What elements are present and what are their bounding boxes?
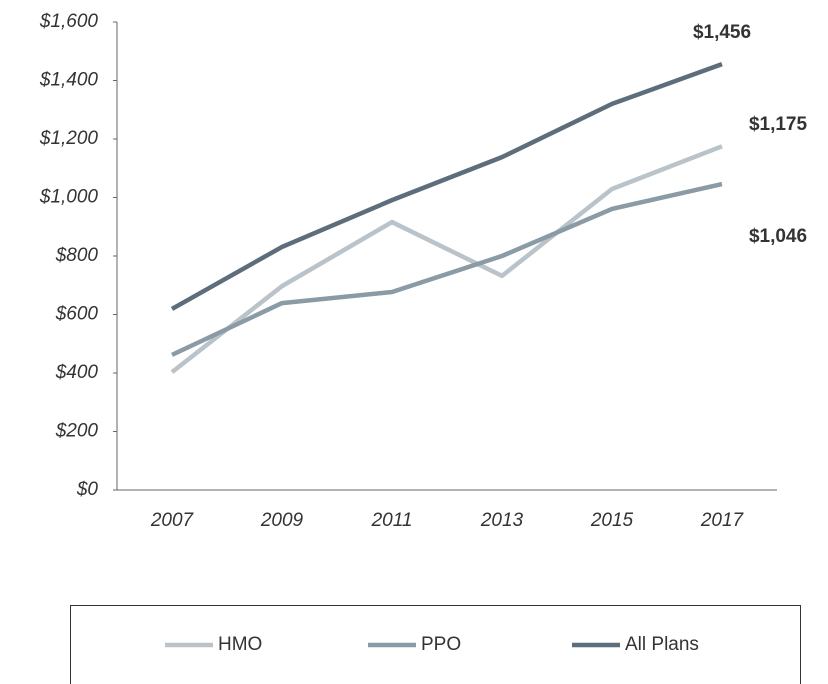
series-line xyxy=(170,62,723,311)
y-tick-label: $800 xyxy=(55,245,99,266)
series-line xyxy=(170,144,723,374)
data-label: $1,456 xyxy=(693,22,751,43)
y-tick-label: $1,200 xyxy=(39,128,99,149)
data-label: $1,175 xyxy=(749,114,808,135)
y-tick-label: $1,600 xyxy=(39,11,99,32)
x-tick-label: 2011 xyxy=(371,510,413,531)
legend-label: All Plans xyxy=(625,634,699,655)
y-tick-label: $200 xyxy=(55,421,99,442)
y-tick-label: $600 xyxy=(55,304,99,325)
x-tick-label: 2015 xyxy=(590,510,634,531)
x-tick-label: 2013 xyxy=(480,510,524,531)
data-label: $1,046 xyxy=(749,226,807,247)
series-line xyxy=(171,181,723,357)
y-tick-label: $1,000 xyxy=(39,187,99,208)
y-tick-label: $0 xyxy=(76,479,99,500)
x-tick-label: 2007 xyxy=(150,510,195,531)
legend-box xyxy=(70,605,801,684)
legend-label: HMO xyxy=(218,634,262,655)
x-tick-label: 2009 xyxy=(260,510,304,531)
x-tick-label: 2017 xyxy=(700,510,745,531)
y-tick-label: $1,400 xyxy=(39,70,99,91)
legend-label: PPO xyxy=(421,634,461,655)
y-tick-label: $400 xyxy=(55,362,99,383)
